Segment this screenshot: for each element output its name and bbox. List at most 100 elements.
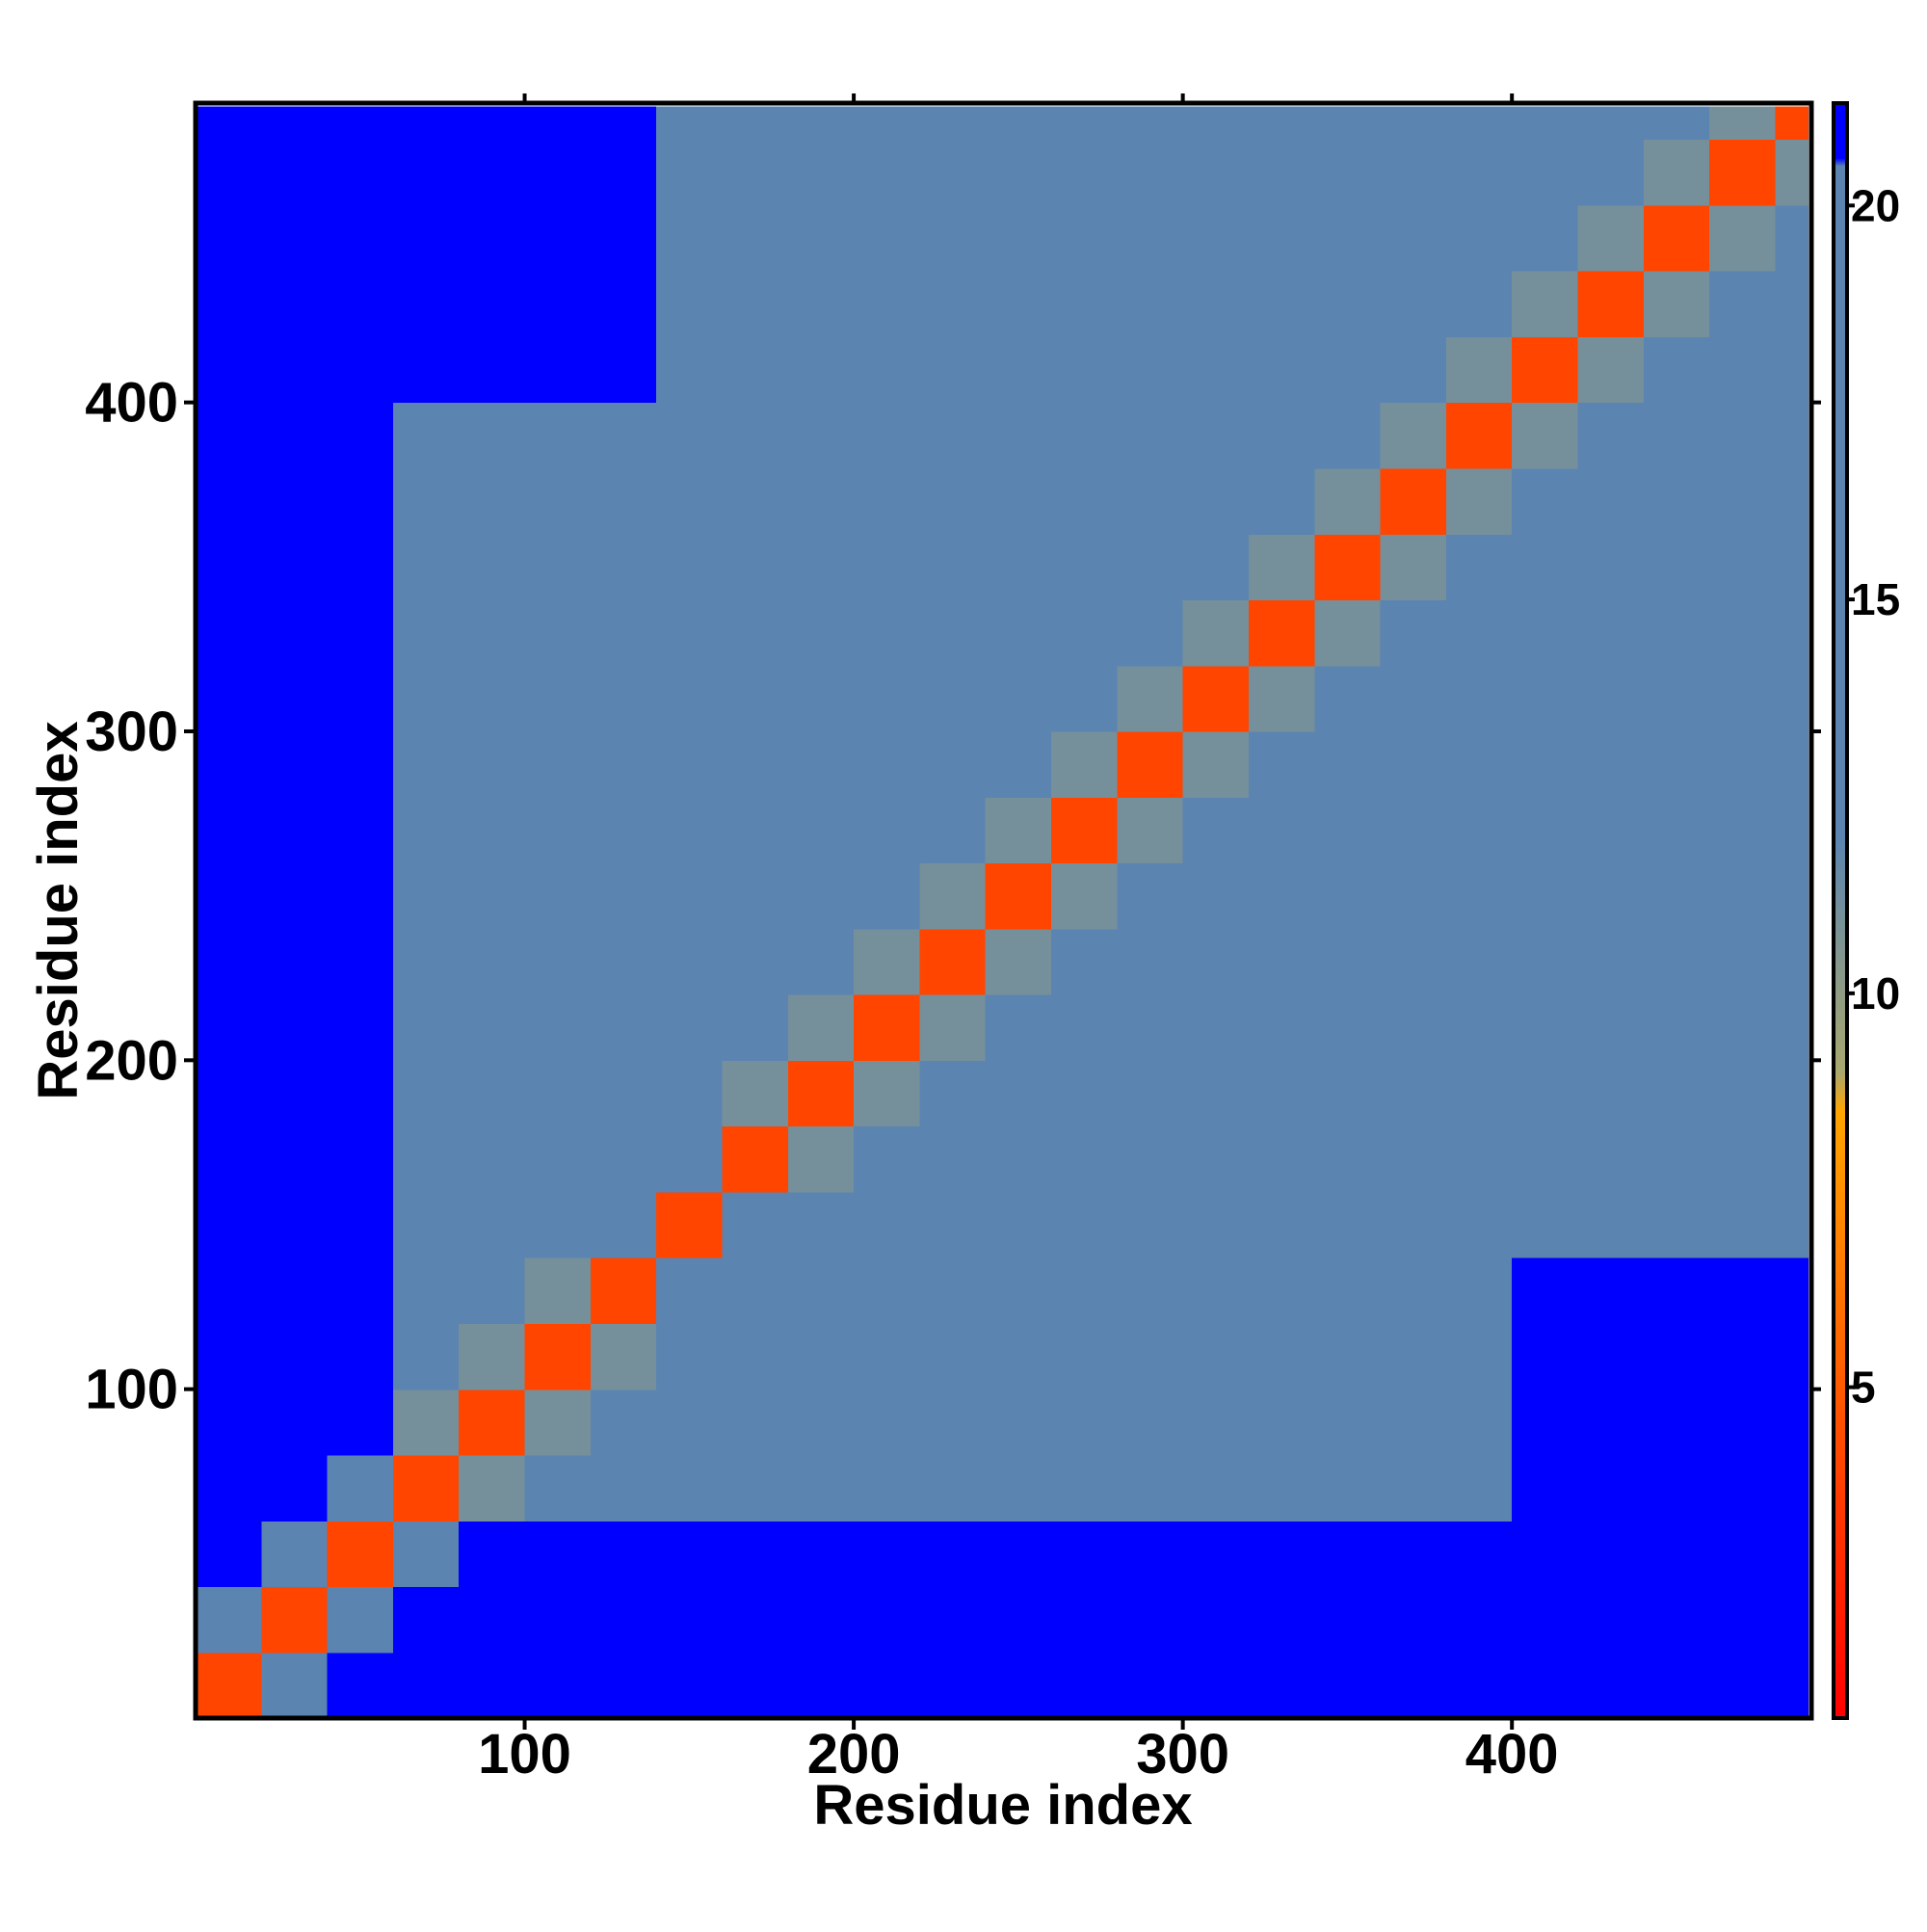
heatmap-cell xyxy=(1380,467,1447,535)
heatmap-cell xyxy=(1775,1191,1809,1258)
heatmap-cell xyxy=(1643,1586,1710,1654)
heatmap-cell xyxy=(1117,730,1184,798)
heatmap-cell xyxy=(1512,1389,1579,1456)
heatmap-cell xyxy=(787,1454,855,1522)
heatmap-cell xyxy=(459,402,526,469)
heatmap-cell xyxy=(1445,336,1513,404)
heatmap-cell xyxy=(1643,730,1710,798)
heatmap-cell xyxy=(524,1652,592,1719)
heatmap-cell xyxy=(787,1586,855,1654)
heatmap-cell xyxy=(1775,1586,1809,1654)
heatmap-cell xyxy=(985,1389,1052,1456)
heatmap-cell xyxy=(327,730,394,798)
heatmap-cell xyxy=(1380,862,1447,930)
heatmap-cell xyxy=(1182,1323,1250,1390)
heatmap-cell xyxy=(1380,1257,1447,1324)
heatmap-cell xyxy=(787,1191,855,1258)
heatmap-cell xyxy=(919,1125,987,1193)
heatmap-cell xyxy=(1117,862,1184,930)
heatmap-cell xyxy=(1643,139,1710,206)
x-tick-label: 400 xyxy=(1465,1723,1559,1786)
heatmap-cell xyxy=(1051,1191,1118,1258)
heatmap-cell xyxy=(985,599,1052,667)
heatmap-cell xyxy=(327,994,394,1061)
heatmap-cell xyxy=(1182,534,1250,601)
colorbar-tick-label: 5 xyxy=(1851,1363,1876,1413)
heatmap-cell xyxy=(787,1521,855,1588)
heatmap-cell xyxy=(1182,730,1250,798)
colorbar-tick-label: 10 xyxy=(1851,968,1900,1019)
heatmap-cell xyxy=(261,467,329,535)
heatmap-cell xyxy=(1709,928,1777,995)
heatmap-cell xyxy=(1117,1191,1184,1258)
heatmap-cell xyxy=(1577,1191,1645,1258)
heatmap-cell xyxy=(656,797,724,864)
heatmap-cell xyxy=(1709,271,1777,337)
heatmap-cell xyxy=(1512,1060,1579,1127)
heatmap-cell xyxy=(1182,928,1250,995)
heatmap-cell xyxy=(854,1389,921,1456)
heatmap-cell xyxy=(1314,994,1382,1061)
heatmap-cell xyxy=(854,1586,921,1654)
heatmap-cell xyxy=(1512,730,1579,798)
heatmap-cell xyxy=(327,665,394,732)
heatmap-cell xyxy=(1314,1454,1382,1522)
heatmap-cell xyxy=(1248,797,1315,864)
heatmap-cell xyxy=(722,1060,789,1127)
heatmap-cell xyxy=(590,336,657,404)
heatmap-cell xyxy=(1380,402,1447,469)
heatmap-cell xyxy=(1051,1652,1118,1719)
heatmap-cell xyxy=(854,1191,921,1258)
heatmap-cell xyxy=(656,1257,724,1324)
heatmap-cell xyxy=(459,797,526,864)
heatmap-cell xyxy=(1380,599,1447,667)
heatmap-cell xyxy=(854,994,921,1061)
heatmap-cell xyxy=(1117,665,1184,732)
heatmap-cell xyxy=(656,467,724,535)
heatmap-cell xyxy=(1577,994,1645,1061)
heatmap-cell xyxy=(327,1323,394,1390)
heatmap-cell xyxy=(196,1060,262,1127)
y-tick-label: 300 xyxy=(85,701,178,763)
heatmap-cell xyxy=(1182,994,1250,1061)
heatmap-cell xyxy=(196,994,262,1061)
heatmap-cell xyxy=(327,928,394,995)
heatmap-cell xyxy=(196,730,262,798)
heatmap-cell xyxy=(261,534,329,601)
heatmap-cell xyxy=(459,599,526,667)
heatmap-cell xyxy=(196,928,262,995)
heatmap-cell xyxy=(1248,1521,1315,1588)
heatmap-cell xyxy=(1643,1652,1710,1719)
heatmap-cell xyxy=(1577,1257,1645,1324)
heatmap-cell xyxy=(1445,534,1513,601)
heatmap-cell xyxy=(1709,336,1777,404)
heatmap-cell xyxy=(854,271,921,337)
heatmap-cell xyxy=(656,1323,724,1390)
heatmap-cell xyxy=(1643,1060,1710,1127)
heatmap-cell xyxy=(1643,467,1710,535)
heatmap-cell xyxy=(985,1521,1052,1588)
heatmap-cell xyxy=(459,1521,526,1588)
heatmap-cell xyxy=(1380,1060,1447,1127)
heatmap-cell xyxy=(722,1521,789,1588)
heatmap-cell xyxy=(1445,1323,1513,1390)
heatmap-cell xyxy=(459,994,526,1061)
heatmap-cell xyxy=(1643,271,1710,337)
heatmap-cell xyxy=(327,336,394,404)
heatmap-cell xyxy=(1512,665,1579,732)
heatmap-cell xyxy=(1709,1389,1777,1456)
heatmap-cell xyxy=(392,1257,460,1324)
heatmap-cell xyxy=(722,994,789,1061)
heatmap-cell xyxy=(1182,1586,1250,1654)
heatmap-cell xyxy=(1445,1652,1513,1719)
heatmap-cell xyxy=(1512,797,1579,864)
heatmap-cell xyxy=(1775,1257,1809,1324)
heatmap-cell xyxy=(1512,862,1579,930)
heatmap-cell xyxy=(1314,928,1382,995)
heatmap-cell xyxy=(1051,599,1118,667)
heatmap-cell xyxy=(327,467,394,535)
heatmap-cell xyxy=(919,1257,987,1324)
heatmap-cell xyxy=(196,1389,262,1456)
heatmap-cell xyxy=(1380,1323,1447,1390)
heatmap-cell xyxy=(1051,1389,1118,1456)
